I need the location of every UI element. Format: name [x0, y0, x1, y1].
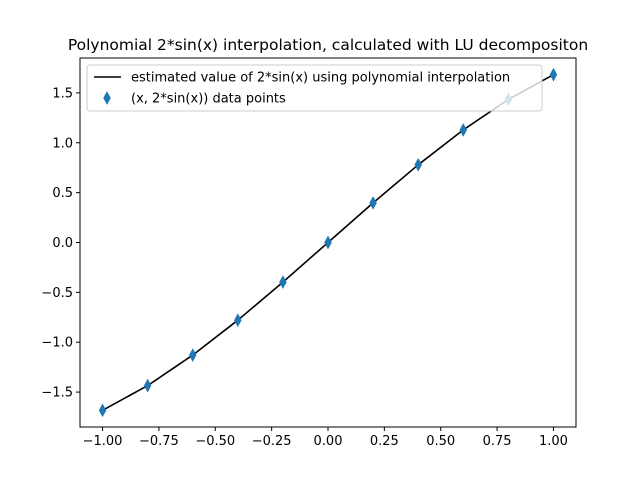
y-tick-label: −1.5 [41, 386, 73, 401]
data-point-marker [98, 403, 107, 418]
x-tick-label: 0.75 [483, 434, 512, 449]
x-tick-label: 0.50 [426, 434, 455, 449]
y-tick-label: 1.0 [52, 136, 73, 151]
data-point-marker [188, 348, 197, 362]
legend: estimated value of 2*sin(x) using polyno… [86, 64, 543, 112]
axes: −1.00 −0.75 −0.50 −0.25 0.00 0.25 0.50 0.75 1.00… [41, 57, 577, 449]
legend-label: (x, 2*sin(x)) data points [131, 92, 286, 107]
x-tick-label: 0.00 [314, 434, 343, 449]
y-tick-label: 0.0 [52, 236, 73, 251]
data-point-marker [459, 123, 468, 137]
data-point-marker [143, 378, 152, 393]
x-tick-label: 1.00 [539, 434, 568, 449]
chart-title: Polynomial 2*sin(x) interpolation, calcu… [68, 36, 588, 54]
data-point-marker [369, 196, 377, 210]
y-tick-label: 0.5 [52, 186, 73, 201]
legend-marker-swatch [103, 91, 111, 105]
y-tick-label: −0.5 [41, 286, 73, 301]
data-point-marker [414, 157, 422, 172]
x-tick-label: −0.50 [195, 434, 235, 449]
legend-label: estimated value of 2*sin(x) using polyno… [131, 71, 510, 86]
x-tick-label: −1.00 [83, 434, 123, 449]
x-tick-label: −0.75 [139, 434, 179, 449]
y-tick-label: −1.0 [41, 336, 73, 351]
data-point-marker [279, 275, 287, 289]
data-point-marker [549, 67, 558, 82]
data-point-marker [234, 313, 242, 328]
data-point-marker [324, 235, 332, 250]
y-tick-label: 1.5 [52, 86, 73, 101]
x-tick-label: 0.25 [370, 434, 399, 449]
x-tick-label: −0.25 [252, 434, 292, 449]
legend-box [86, 64, 543, 112]
